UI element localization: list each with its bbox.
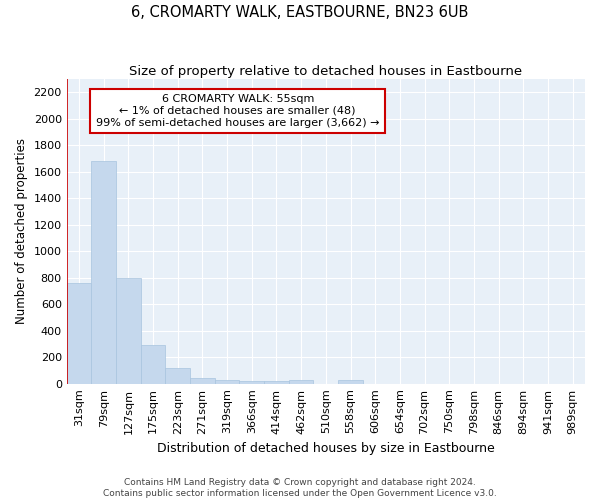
X-axis label: Distribution of detached houses by size in Eastbourne: Distribution of detached houses by size … bbox=[157, 442, 495, 455]
Bar bbox=[264, 381, 289, 384]
Bar bbox=[338, 380, 363, 384]
Bar bbox=[116, 278, 141, 384]
Bar bbox=[141, 344, 166, 384]
Text: Contains HM Land Registry data © Crown copyright and database right 2024.
Contai: Contains HM Land Registry data © Crown c… bbox=[103, 478, 497, 498]
Bar bbox=[91, 162, 116, 384]
Text: 6 CROMARTY WALK: 55sqm
← 1% of detached houses are smaller (48)
99% of semi-deta: 6 CROMARTY WALK: 55sqm ← 1% of detached … bbox=[96, 94, 379, 128]
Bar bbox=[166, 368, 190, 384]
Bar bbox=[67, 283, 91, 384]
Bar bbox=[239, 381, 264, 384]
Text: 6, CROMARTY WALK, EASTBOURNE, BN23 6UB: 6, CROMARTY WALK, EASTBOURNE, BN23 6UB bbox=[131, 5, 469, 20]
Title: Size of property relative to detached houses in Eastbourne: Size of property relative to detached ho… bbox=[129, 65, 523, 78]
Bar bbox=[289, 380, 313, 384]
Bar bbox=[215, 380, 239, 384]
Bar bbox=[190, 378, 215, 384]
Y-axis label: Number of detached properties: Number of detached properties bbox=[15, 138, 28, 324]
